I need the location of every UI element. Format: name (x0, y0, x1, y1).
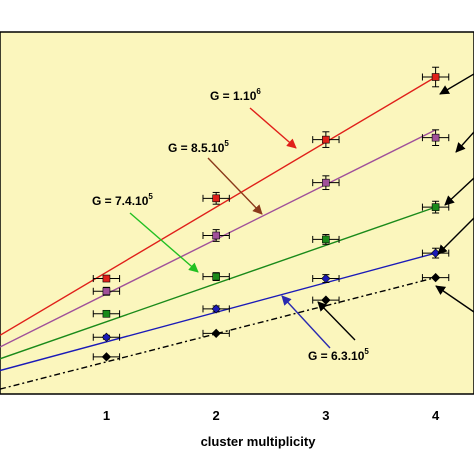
data-point (322, 235, 330, 244)
data-point (102, 309, 111, 318)
series-0-line (0, 76, 436, 336)
data-point (101, 332, 112, 342)
arrow-g-blue (281, 295, 331, 349)
data-point (431, 133, 440, 142)
arrow-g-purple (207, 157, 263, 215)
data-point (212, 231, 220, 240)
x-tick-label: 3 (322, 408, 329, 423)
x-tick-label: 2 (213, 408, 220, 423)
arrow-g-red (249, 107, 297, 149)
arrow-right-3 (444, 177, 474, 206)
annotation-g-purple: G = 8.5.105 (168, 139, 229, 155)
data-point (431, 73, 440, 81)
series-2-line (0, 206, 436, 360)
arrow-right-4 (437, 217, 474, 255)
arrow-g-green (129, 212, 199, 273)
data-point (322, 135, 330, 144)
arrow-right-5 (435, 285, 474, 313)
x-tick-label: 4 (432, 408, 440, 423)
data-point (212, 194, 220, 203)
data-point (322, 178, 330, 187)
data-point (101, 352, 112, 362)
data-point (102, 274, 111, 283)
arrow-right-2 (455, 131, 474, 153)
plot-area (0, 31, 474, 395)
data-point (321, 273, 331, 284)
data-point (211, 304, 221, 314)
data-point (430, 272, 441, 283)
data-point (431, 203, 440, 211)
annotation-g-blue: G = 6.3.105 (308, 347, 369, 363)
annotation-g-green: G = 7.4.105 (92, 192, 153, 208)
x-tick-label: 1 (103, 408, 110, 423)
data-point (211, 328, 221, 338)
data-point (102, 287, 111, 296)
arrow-g-blue-black (317, 301, 356, 341)
data-point (212, 272, 220, 281)
arrow-right-1 (439, 73, 474, 95)
x-axis-title: cluster multiplicity (201, 434, 317, 449)
annotation-g-red: G = 1.106 (210, 87, 261, 103)
